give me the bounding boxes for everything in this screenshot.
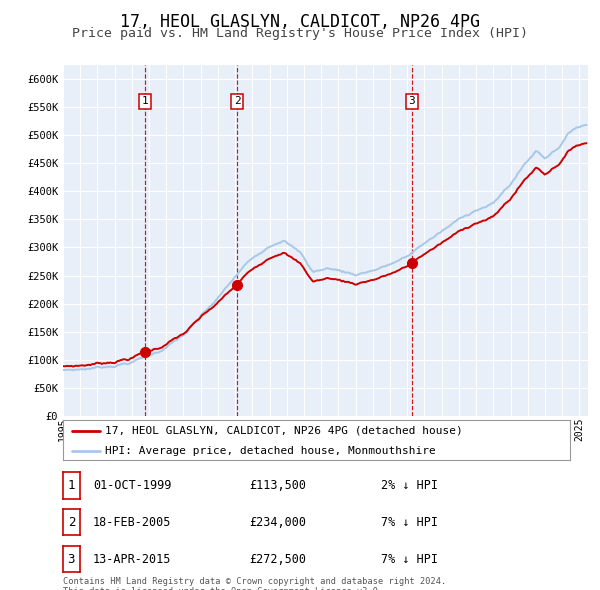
Line: HPI: Average price, detached house, Monmouthshire: HPI: Average price, detached house, Monm… [63, 125, 586, 371]
HPI: Average price, detached house, Monmouthshire: (2.02e+03, 4.19e+05): Average price, detached house, Monmouths… [509, 177, 517, 184]
17, HEOL GLASLYN, CALDICOT, NP26 4PG (detached house) [172, 335, 179, 342]
Text: 18-FEB-2005: 18-FEB-2005 [93, 516, 172, 529]
Text: 1: 1 [142, 96, 148, 106]
HPI: Average price, detached house, Monmouthshire: (2e+03, 1.35e+05): Average price, detached house, Monmouths… [172, 337, 179, 344]
Text: £234,000: £234,000 [249, 516, 306, 529]
Text: 2: 2 [234, 96, 241, 106]
HPI: Average price, detached house, Monmouthshire: (2.01e+03, 3.06e+05): Average price, detached house, Monmouths… [272, 241, 280, 248]
Text: Price paid vs. HM Land Registry's House Price Index (HPI): Price paid vs. HM Land Registry's House … [72, 27, 528, 40]
17, HEOL GLASLYN, CALDICOT, NP26 4PG (detached house) [70, 363, 77, 370]
HPI: Average price, detached house, Monmouthshire: (2e+03, 8.12e+04): Average price, detached house, Monmouths… [70, 367, 77, 374]
HPI: Average price, detached house, Monmouthshire: (2e+03, 1.92e+05): Average price, detached house, Monmouths… [205, 304, 212, 312]
17, HEOL GLASLYN, CALDICOT, NP26 4PG (detached house) [205, 307, 212, 314]
Text: £272,500: £272,500 [249, 553, 306, 566]
17, HEOL GLASLYN, CALDICOT, NP26 4PG (detached house) [560, 155, 567, 162]
HPI: Average price, detached house, Monmouthshire: (2.03e+03, 5.18e+05): Average price, detached house, Monmouths… [583, 122, 590, 129]
Line: 17, HEOL GLASLYN, CALDICOT, NP26 4PG (detached house): 17, HEOL GLASLYN, CALDICOT, NP26 4PG (de… [63, 143, 586, 366]
17, HEOL GLASLYN, CALDICOT, NP26 4PG (detached house) [509, 192, 517, 199]
HPI: Average price, detached house, Monmouthshire: (2e+03, 8.2e+04): Average price, detached house, Monmouths… [59, 366, 67, 373]
Text: 3: 3 [409, 96, 415, 106]
Text: 7% ↓ HPI: 7% ↓ HPI [381, 516, 438, 529]
Text: 2: 2 [68, 516, 75, 529]
Text: £113,500: £113,500 [249, 479, 306, 492]
HPI: Average price, detached house, Monmouthshire: (2.01e+03, 3.04e+05): Average price, detached house, Monmouths… [269, 242, 277, 249]
Text: 17, HEOL GLASLYN, CALDICOT, NP26 4PG (detached house): 17, HEOL GLASLYN, CALDICOT, NP26 4PG (de… [104, 425, 463, 435]
17, HEOL GLASLYN, CALDICOT, NP26 4PG (detached house) [59, 363, 67, 370]
Text: 01-OCT-1999: 01-OCT-1999 [93, 479, 172, 492]
Text: 17, HEOL GLASLYN, CALDICOT, NP26 4PG: 17, HEOL GLASLYN, CALDICOT, NP26 4PG [120, 13, 480, 31]
Text: Contains HM Land Registry data © Crown copyright and database right 2024.
This d: Contains HM Land Registry data © Crown c… [63, 577, 446, 590]
Text: HPI: Average price, detached house, Monmouthshire: HPI: Average price, detached house, Monm… [104, 447, 436, 457]
17, HEOL GLASLYN, CALDICOT, NP26 4PG (detached house) [272, 253, 280, 260]
Text: 1: 1 [68, 479, 75, 492]
Text: 7% ↓ HPI: 7% ↓ HPI [381, 553, 438, 566]
Text: 13-APR-2015: 13-APR-2015 [93, 553, 172, 566]
17, HEOL GLASLYN, CALDICOT, NP26 4PG (detached house) [269, 254, 277, 261]
Text: 2% ↓ HPI: 2% ↓ HPI [381, 479, 438, 492]
17, HEOL GLASLYN, CALDICOT, NP26 4PG (detached house) [583, 140, 590, 147]
Text: 3: 3 [68, 553, 75, 566]
HPI: Average price, detached house, Monmouthshire: (2.02e+03, 4.89e+05): Average price, detached house, Monmouths… [560, 137, 567, 145]
